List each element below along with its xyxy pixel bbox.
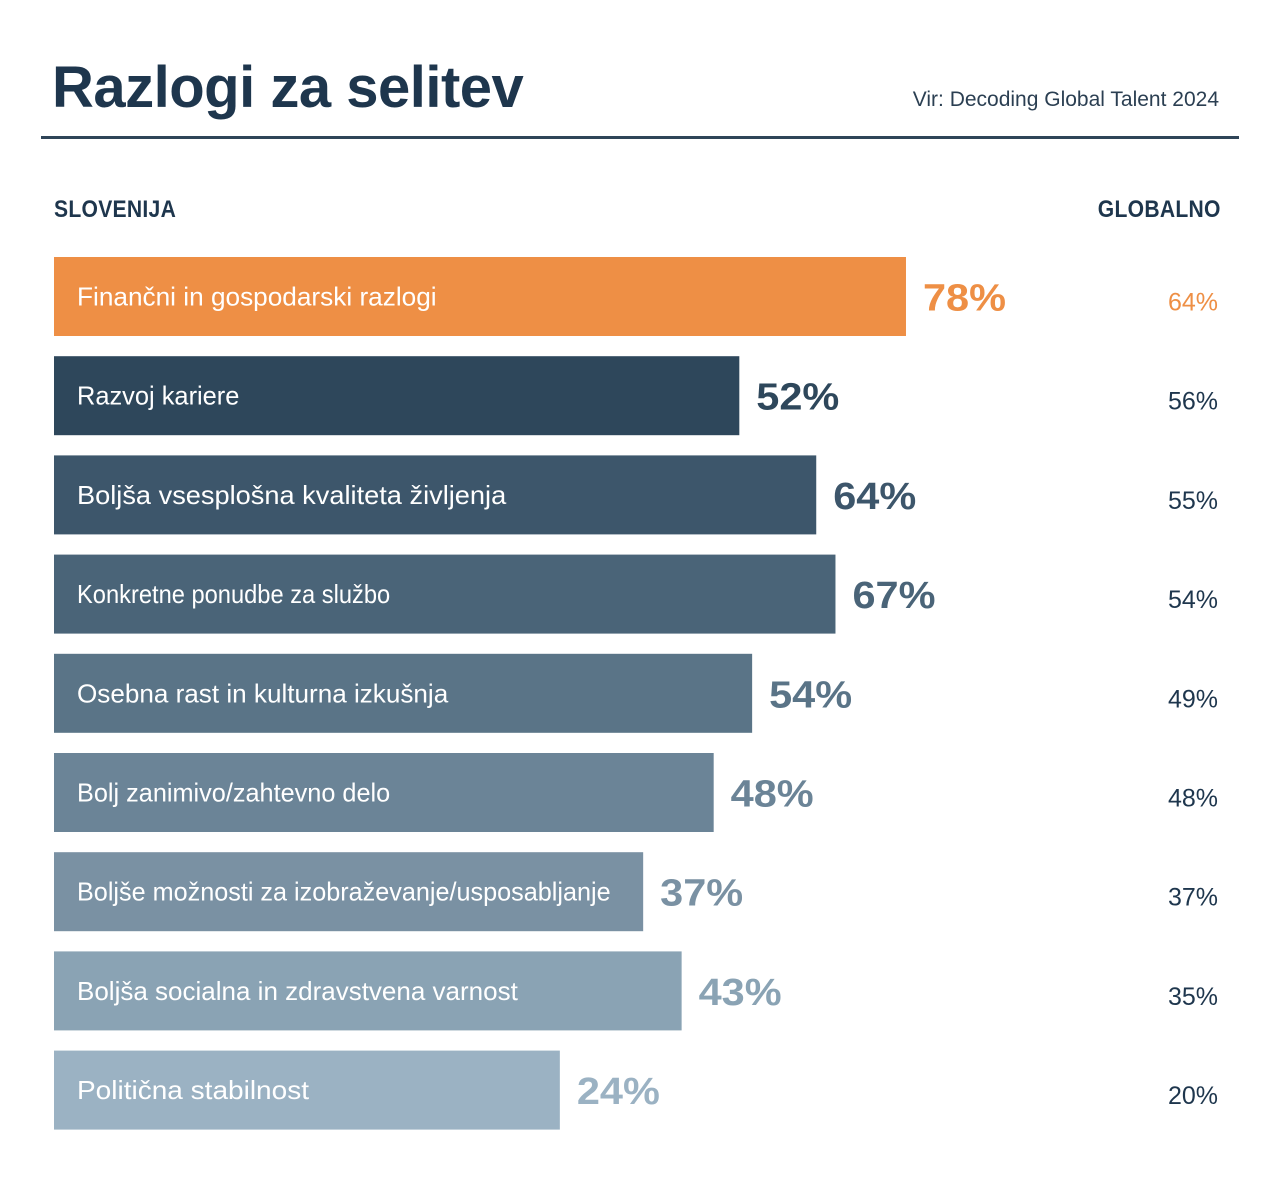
category-label: Konkretne ponudbe za službo [77, 579, 390, 609]
category-label: Politična stabilnost [77, 1075, 310, 1105]
category-label: Boljša socialna in zdravstvena varnost [77, 976, 519, 1006]
slovenija-value-label: 67% [852, 575, 935, 617]
bar-row: Boljša vsesplošna kvaliteta življenja 64%… [54, 455, 1218, 535]
globalno-value-label: 56% [1168, 388, 1218, 416]
globalno-value-label: 37% [1168, 884, 1218, 912]
slovenija-value-label: 78% [923, 278, 1006, 320]
slovenija-value-label: 48% [731, 774, 814, 816]
category-label: Boljša vsesplošna kvaliteta življenja [77, 480, 507, 510]
category-label: Finančni in gospodarski razlogi [77, 282, 437, 312]
globalno-value-label: 20% [1168, 1082, 1218, 1110]
slovenija-value-label: 54% [769, 674, 852, 716]
bar [54, 951, 682, 1031]
bar [54, 753, 714, 832]
bar-row: Razvoj kariere 52% 56% [54, 356, 1218, 436]
category-label: Boljše možnosti za izobraževanje/usposab… [77, 877, 611, 907]
bar [54, 653, 753, 733]
bar-row: Boljše možnosti za izobraževanje/usposab… [54, 852, 1218, 932]
bar-row: Konkretne ponudbe za službo 67% 54% [54, 554, 1218, 634]
bar [54, 257, 906, 336]
category-label: Razvoj kariere [77, 381, 239, 411]
bar-row: Politična stabilnost 24% 20% [54, 1050, 1218, 1130]
source-note: Vir: Decoding Global Talent 2024 [912, 88, 1219, 111]
globalno-value-label: 54% [1168, 586, 1218, 614]
slovenija-value-label: 52% [756, 377, 839, 419]
category-label: Osebna rast in kulturna izkušnja [77, 678, 449, 708]
slovenija-value-label: 64% [833, 476, 916, 518]
column-header-globalno: GLOBALNO [1098, 196, 1221, 223]
globalno-value-label: 64% [1168, 289, 1218, 317]
column-header-slovenija: SLOVENIJA [54, 196, 177, 223]
bar [54, 852, 644, 932]
header-divider [41, 136, 1239, 139]
globalno-value-label: 49% [1168, 685, 1218, 713]
globalno-value-label: 35% [1168, 983, 1218, 1011]
chart-title: Razlogi za selitev [52, 55, 524, 120]
category-label: Bolj zanimivo/zahtevno delo [77, 778, 390, 808]
bar-row: Osebna rast in kulturna izkušnja 54% 49% [54, 653, 1218, 733]
bar [54, 554, 836, 634]
globalno-value-label: 55% [1168, 487, 1218, 515]
slovenija-value-label: 43% [699, 972, 782, 1014]
bar [54, 356, 740, 436]
bar [54, 455, 817, 535]
bar-row: Finančni in gospodarski razlogi 78% 64% [54, 257, 1218, 336]
globalno-value-label: 48% [1168, 785, 1218, 813]
bar [54, 1050, 560, 1130]
slovenija-value-label: 24% [577, 1071, 660, 1113]
bar-row: Bolj zanimivo/zahtevno delo 48% 48% [54, 753, 1218, 832]
slovenija-value-label: 37% [660, 873, 743, 915]
bar-row: Boljša socialna in zdravstvena varnost 43… [54, 951, 1218, 1031]
